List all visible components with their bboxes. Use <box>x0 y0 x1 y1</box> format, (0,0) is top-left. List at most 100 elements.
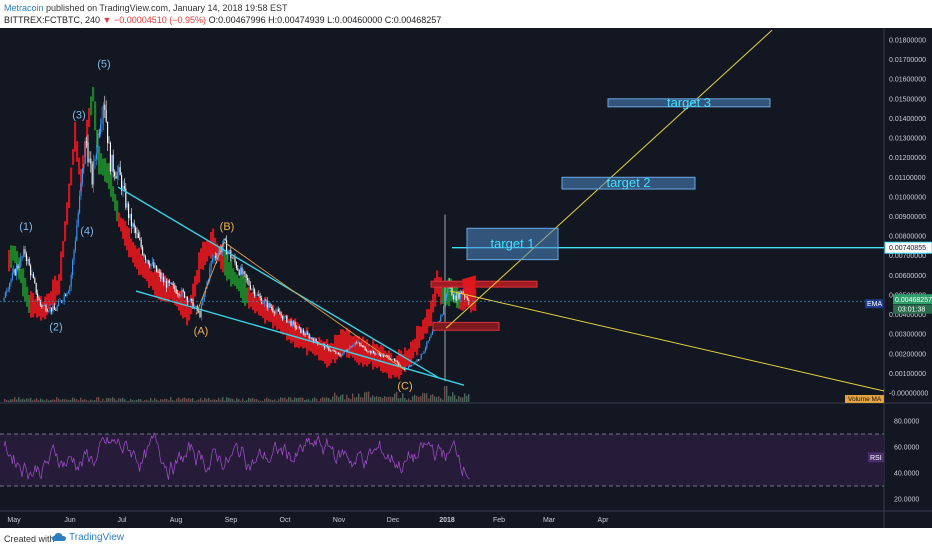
candle-body <box>38 297 40 301</box>
cloud-segment <box>174 285 177 305</box>
cloud-segment <box>156 269 159 298</box>
cloud-segment <box>392 361 395 375</box>
volume-bar <box>376 396 378 402</box>
cloud-segment <box>180 290 183 316</box>
candle-body <box>328 346 330 351</box>
cloud-segment <box>370 347 373 362</box>
candle-body <box>240 267 242 275</box>
volume-bar <box>318 400 320 402</box>
cloud-segment <box>154 269 157 296</box>
candle-body <box>314 338 316 342</box>
price-tick-label: 0.01100000 <box>889 175 926 182</box>
volume-bar <box>280 397 282 402</box>
cloud-segment <box>416 325 419 356</box>
candle-body <box>81 168 83 184</box>
candle-body <box>265 300 267 302</box>
candle-body <box>16 265 18 276</box>
candle-body <box>150 263 152 267</box>
volume-bar <box>456 399 458 402</box>
wave-label: (2) <box>49 321 62 333</box>
cloud-segment <box>40 296 43 321</box>
candle-body <box>395 360 397 362</box>
volume-bar <box>130 398 132 402</box>
time-tick-label: Jul <box>118 517 127 524</box>
cloud-segment <box>310 337 313 352</box>
candle-body <box>283 315 285 320</box>
volume-bar <box>6 400 8 402</box>
candle-body <box>356 342 358 343</box>
volume-bar <box>134 400 136 402</box>
cloud-segment <box>50 291 53 306</box>
candle-body <box>156 265 158 272</box>
cloud-segment <box>376 343 379 369</box>
candle-body <box>368 350 370 352</box>
candle-body <box>88 158 90 163</box>
price-chart[interactable]: 0.01800000 0.01700000 0.01600000 0.01500000… <box>0 28 932 528</box>
volume-bar <box>314 397 316 402</box>
volume-bar <box>18 397 20 402</box>
candle-body <box>371 350 373 354</box>
target-label: target 2 <box>606 175 650 190</box>
candle-body <box>429 337 431 341</box>
candle-body <box>333 351 335 352</box>
volume-bar <box>402 393 404 402</box>
volume-bar <box>346 394 348 402</box>
candle-body <box>101 118 103 125</box>
cloud-segment <box>136 248 139 270</box>
volume-bar <box>328 397 330 402</box>
candle-body <box>133 223 135 228</box>
cloud-segment <box>170 285 173 300</box>
candle-body <box>398 362 400 366</box>
candle-body <box>161 276 163 279</box>
volume-bar <box>80 397 82 402</box>
cloud-segment <box>382 346 385 373</box>
candle-body <box>93 160 95 185</box>
candle-body <box>129 213 131 219</box>
cloud-segment <box>282 314 285 335</box>
candle-body <box>37 293 39 298</box>
tradingview-cloud-icon <box>52 533 66 541</box>
cloud-segment <box>240 275 243 298</box>
volume-bar <box>418 396 420 402</box>
candle-body <box>114 171 116 176</box>
volume-bar <box>246 400 248 402</box>
red-flag-shape <box>462 275 476 299</box>
candle-body <box>51 307 53 312</box>
candle-body <box>303 330 305 334</box>
candle-body <box>191 298 193 301</box>
tradingview-logo[interactable]: TradingView <box>69 532 125 543</box>
candle-body <box>318 344 320 345</box>
volume-bar <box>206 399 208 402</box>
price-tick-label: -0.00000000 <box>889 391 928 398</box>
candle-body <box>178 293 180 296</box>
volume-bar <box>392 397 394 402</box>
cloud-segment <box>242 275 245 304</box>
candle-body <box>182 289 184 292</box>
candle-body <box>39 300 41 306</box>
author-link[interactable]: Metracoin <box>4 3 44 13</box>
volume-bar <box>92 400 94 402</box>
support-box <box>432 321 500 331</box>
cloud-segment <box>458 291 461 309</box>
candle-body <box>385 355 387 356</box>
candle-body <box>431 331 433 335</box>
cloud-segment <box>320 339 323 361</box>
candle-body <box>349 346 351 350</box>
cloud-segment <box>164 275 167 302</box>
candle-body <box>58 301 60 306</box>
price-tick-label: 0.01300000 <box>889 136 926 143</box>
volume-bar <box>4 398 6 402</box>
candle-body <box>3 297 5 301</box>
candle-body <box>86 141 88 143</box>
volume-bar <box>296 398 298 402</box>
chart-area[interactable]: 0.01800000 0.01700000 0.01600000 0.01500000… <box>0 28 932 528</box>
volume-bar <box>178 397 180 402</box>
volume-bars <box>4 386 470 402</box>
candle-body <box>210 261 212 268</box>
candle-body <box>347 349 349 351</box>
volume-bar <box>416 395 418 402</box>
cloud-segment <box>104 158 107 182</box>
volume-bar <box>382 398 384 402</box>
candle-body <box>247 278 249 281</box>
volume-bar <box>238 399 240 402</box>
